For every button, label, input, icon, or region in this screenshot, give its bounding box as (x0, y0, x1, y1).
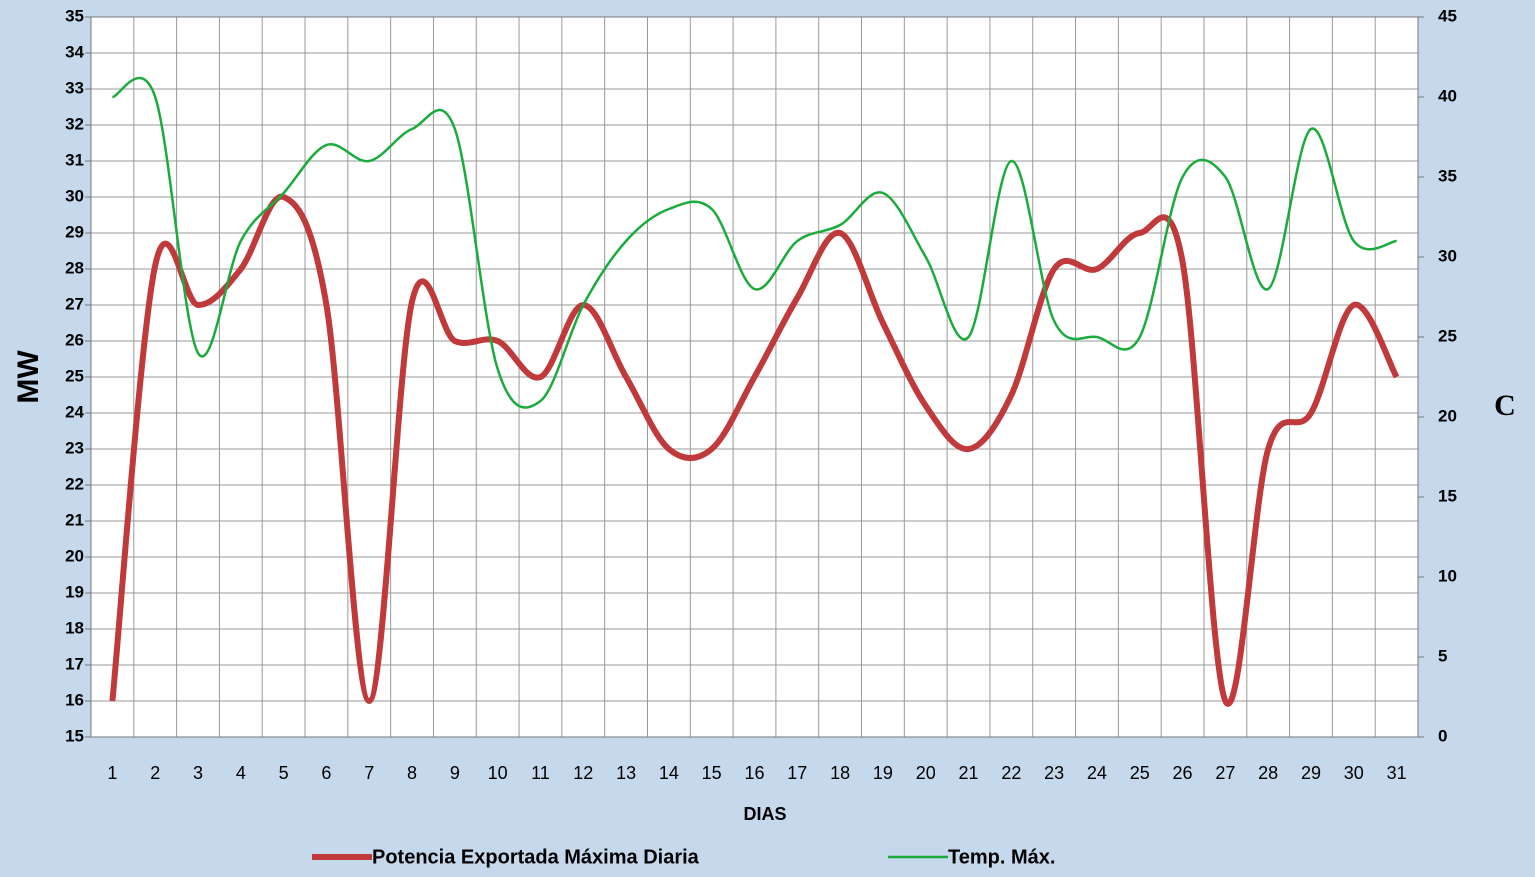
y-tick-label: 35 (65, 6, 84, 25)
x-tick-label: 31 (1387, 763, 1407, 783)
y-tick-label: 16 (65, 690, 84, 709)
x-tick-label: 30 (1344, 763, 1364, 783)
x-tick-label: 20 (916, 763, 936, 783)
y-tick-label: 21 (65, 510, 84, 529)
x-tick-label: 23 (1044, 763, 1064, 783)
x-tick-label: 10 (488, 763, 508, 783)
x-tick-label: 25 (1130, 763, 1150, 783)
x-tick-label: 29 (1301, 763, 1321, 783)
y-tick-label: 19 (65, 582, 84, 601)
series-line (109, 193, 1400, 707)
x-tick-label: 24 (1087, 763, 1107, 783)
x-tick-label: 22 (1001, 763, 1021, 783)
y-tick-label: 25 (65, 366, 84, 385)
y2-tick-label: 25 (1438, 326, 1457, 345)
y-tick-label: 20 (65, 546, 84, 565)
y-tick-label: 22 (65, 474, 84, 493)
x-tick-label: 14 (659, 763, 679, 783)
legend-label: Temp. Máx. (948, 846, 1055, 868)
y-tick-label: 26 (65, 330, 84, 349)
y2-tick-label: 20 (1438, 406, 1457, 425)
x-tick-label: 3 (193, 763, 203, 783)
x-tick-label: 15 (702, 763, 722, 783)
y2-tick-label: 0 (1438, 726, 1447, 745)
x-tick-label: 11 (531, 763, 550, 783)
y-tick-label: 31 (65, 150, 84, 169)
y2-tick-label: 10 (1438, 566, 1457, 585)
y2-tick-label: 35 (1438, 166, 1457, 185)
y-tick-label: 24 (65, 402, 84, 421)
y-tick-label: 18 (65, 618, 84, 637)
x-tick-label: 28 (1258, 763, 1278, 783)
y-tick-label: 32 (65, 114, 84, 133)
y-tick-label: 17 (65, 654, 84, 673)
x-tick-label: 13 (616, 763, 636, 783)
x-tick-label: 17 (787, 763, 807, 783)
y2-tick-label: 40 (1438, 86, 1457, 105)
y2-tick-label: 30 (1438, 246, 1457, 265)
x-tick-label: 26 (1173, 763, 1193, 783)
x-tick-label: 12 (573, 763, 593, 783)
y-tick-label: 34 (65, 42, 84, 61)
y-tick-label: 23 (65, 438, 84, 457)
x-tick-label: 5 (279, 763, 289, 783)
x-tick-label: 16 (744, 763, 764, 783)
x-tick-label: 7 (364, 763, 374, 783)
plot-border (90, 16, 1419, 738)
x-axis-title: DIAS (743, 804, 786, 824)
y-tick-label: 27 (65, 294, 84, 313)
x-tick-label: 6 (321, 763, 331, 783)
y2-tick-label: 45 (1438, 6, 1457, 25)
x-tick-label: 9 (450, 763, 460, 783)
y-axis-title: MW (12, 350, 45, 404)
x-tick-label: 4 (236, 763, 246, 783)
x-tick-label: 8 (407, 763, 417, 783)
y2-axis-title: C (1494, 389, 1516, 422)
x-tick-label: 2 (150, 763, 160, 783)
x-tick-label: 27 (1215, 763, 1235, 783)
x-tick-label: 1 (107, 763, 117, 783)
y-tick-label: 30 (65, 186, 84, 205)
y-tick-label: 28 (65, 258, 84, 277)
x-tick-label: 18 (830, 763, 850, 783)
y2-tick-label: 5 (1438, 646, 1447, 665)
y-tick-label: 15 (65, 726, 84, 745)
y-tick-label: 33 (65, 78, 84, 97)
y-tick-label: 29 (65, 222, 84, 241)
legend-label: Potencia Exportada Máxima Diaria (372, 846, 700, 868)
x-tick-label: 19 (873, 763, 893, 783)
series-line (111, 76, 1397, 409)
x-tick-label: 21 (959, 763, 979, 783)
y2-tick-label: 15 (1438, 486, 1457, 505)
